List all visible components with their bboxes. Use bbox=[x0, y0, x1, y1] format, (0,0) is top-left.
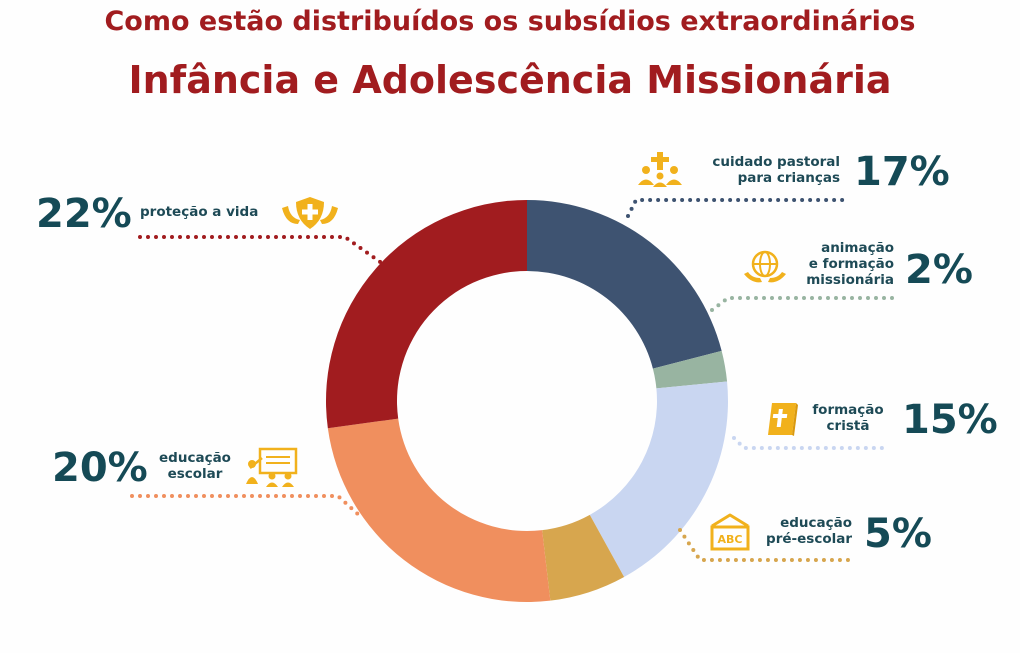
leader-line-pastoral bbox=[626, 198, 847, 218]
label-line: educação bbox=[159, 450, 231, 466]
pastoral-cross-people-icon bbox=[638, 152, 682, 187]
leader-lines bbox=[130, 198, 897, 562]
chart-title: Infância e Adolescência Missionária bbox=[128, 58, 892, 102]
leader-line-escolar bbox=[130, 494, 362, 518]
label-line: educação bbox=[780, 515, 852, 531]
donut-slice-formacao-crista bbox=[589, 381, 728, 577]
value-label-pastoral: 17% bbox=[854, 149, 950, 195]
label-line: e formação bbox=[808, 256, 894, 272]
label-line: cristã bbox=[826, 418, 870, 434]
label-animacao-missionaria: animação e formação missionária bbox=[780, 240, 894, 288]
donut-slices bbox=[326, 200, 728, 602]
label-line: proteção a vida bbox=[140, 204, 259, 220]
label-line: missionária bbox=[806, 272, 894, 288]
label-line: formação bbox=[812, 402, 884, 418]
leader-line-formacao-crista bbox=[732, 436, 890, 450]
label-educacao-pre-escolar: educação pré-escolar bbox=[754, 515, 852, 547]
label-educacao-escolar: educação escolar bbox=[150, 450, 240, 482]
donut-slice-escolar bbox=[327, 418, 551, 602]
value-label-protecao: 22% bbox=[36, 191, 132, 237]
label-line: escolar bbox=[167, 466, 223, 482]
leader-line-pre-escolar bbox=[678, 528, 852, 562]
label-line: cuidado pastoral bbox=[712, 154, 840, 170]
label-cuidado-pastoral: cuidado pastoral para crianças bbox=[690, 154, 840, 186]
value-label-formacao-crista: 15% bbox=[902, 397, 998, 443]
value-label-pre-escolar: 5% bbox=[864, 511, 932, 557]
globe-hands-icon bbox=[744, 250, 786, 283]
leader-line-missionaria bbox=[710, 296, 897, 312]
classroom-icon bbox=[246, 447, 298, 487]
donut-slice-pre-escolar bbox=[542, 514, 625, 601]
leader-line-protecao bbox=[138, 235, 385, 266]
value-label-missionaria: 2% bbox=[905, 247, 973, 293]
label-line: para crianças bbox=[737, 170, 840, 186]
label-formacao-crista: formação cristã bbox=[800, 402, 896, 434]
abc-board-icon: ABC bbox=[710, 513, 750, 551]
value-label-escolar: 20% bbox=[52, 445, 148, 491]
svg-text:ABC: ABC bbox=[718, 533, 743, 546]
shield-cross-icon bbox=[282, 197, 338, 229]
donut-slice-protecao bbox=[326, 200, 527, 429]
bible-icon bbox=[768, 403, 798, 436]
label-line: pré-escolar bbox=[766, 531, 852, 547]
label-protecao-a-vida: proteção a vida bbox=[140, 204, 258, 220]
label-line: animação bbox=[821, 240, 894, 256]
donut-slice-pastoral bbox=[527, 200, 722, 369]
donut-slice-missionaria bbox=[652, 350, 728, 389]
chart-subtitle: Como estão distribuídos os subsídios ext… bbox=[104, 6, 916, 37]
